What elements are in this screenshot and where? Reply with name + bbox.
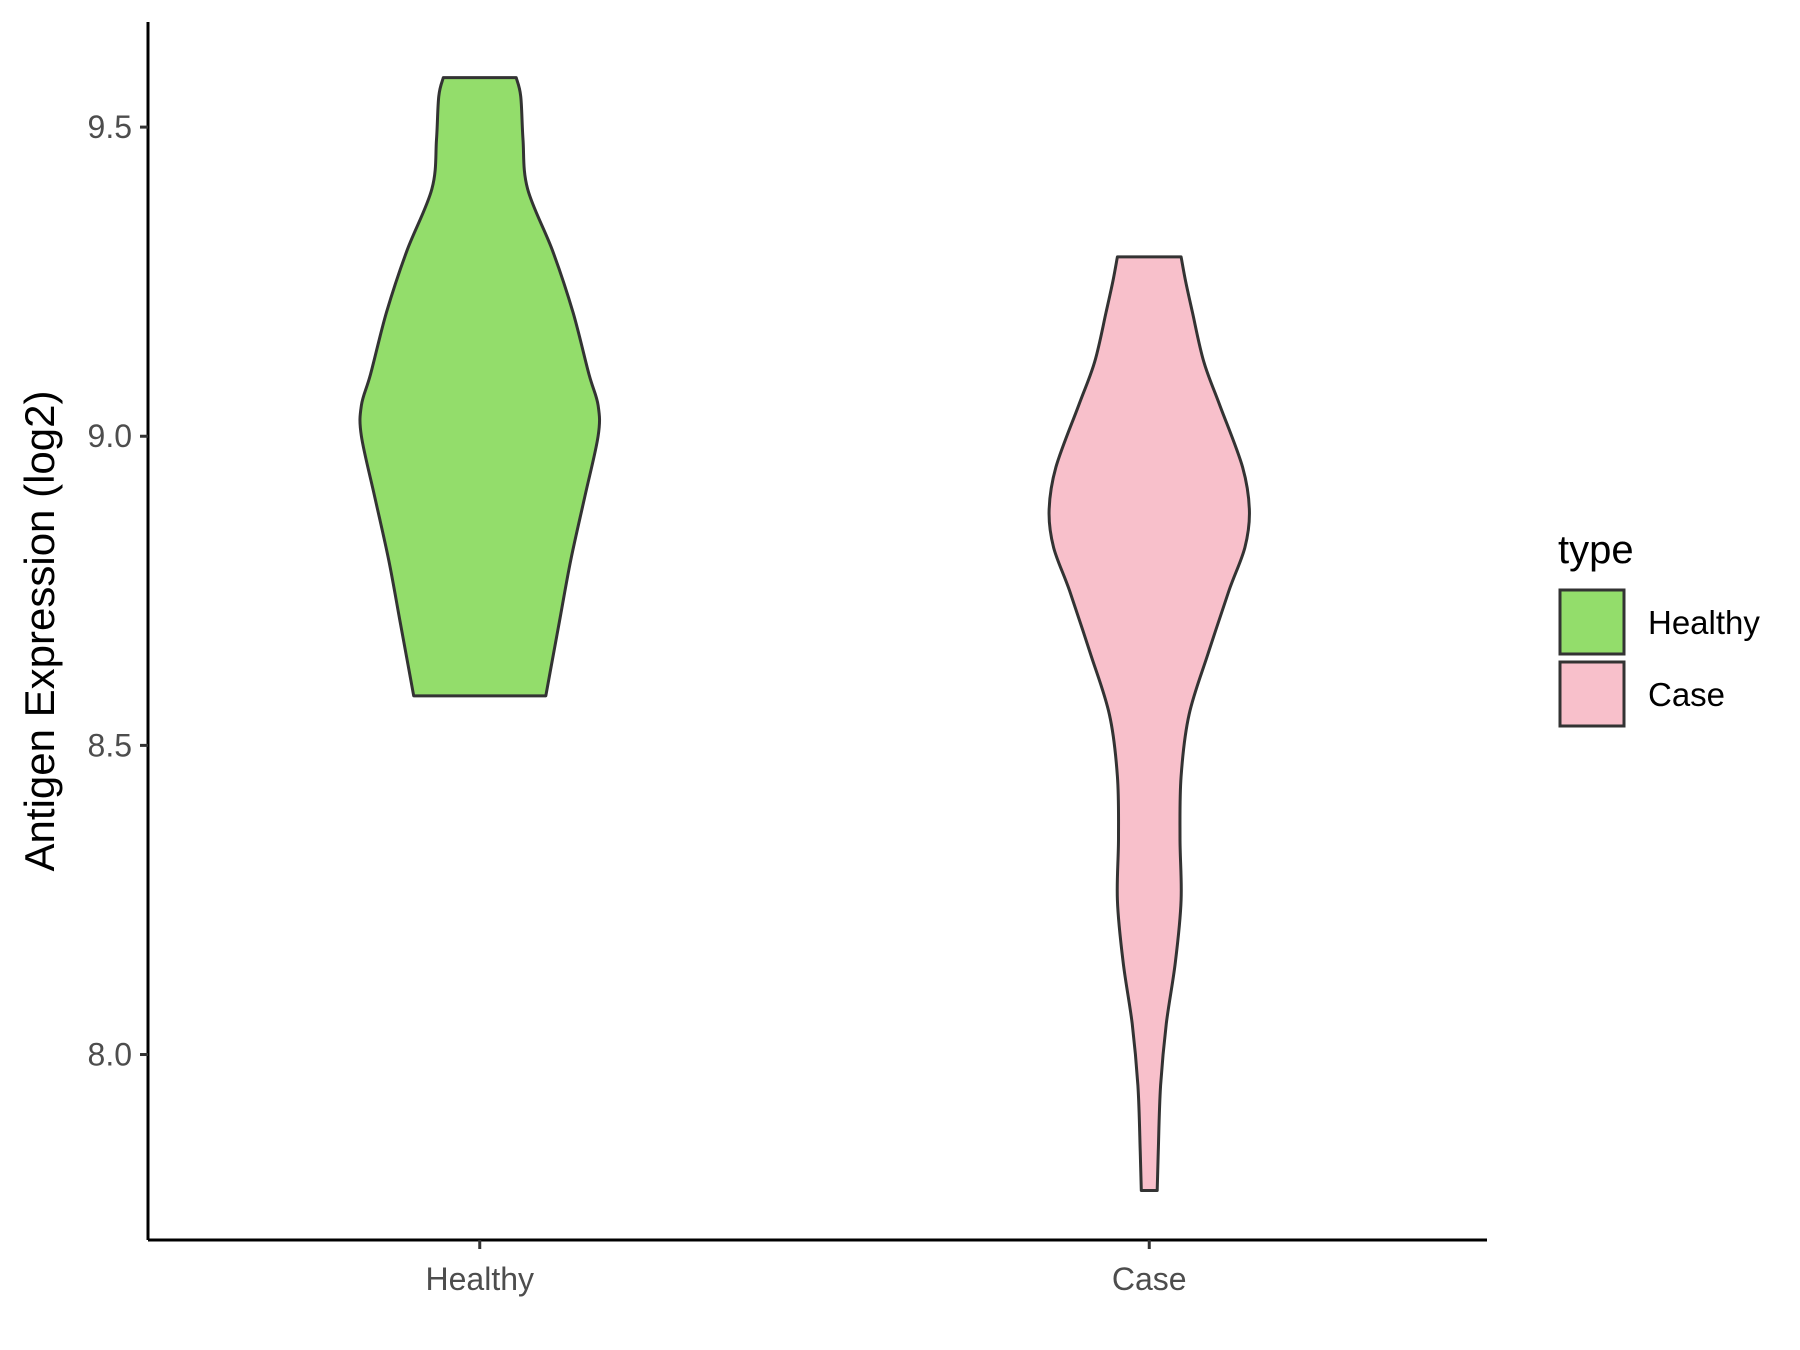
y-tick-label: 9.5: [88, 109, 132, 145]
y-tick-label: 9.0: [88, 418, 132, 454]
legend-label-case: Case: [1648, 676, 1725, 713]
violin-case: [1047, 255, 1251, 1192]
legend-label-healthy: Healthy: [1648, 604, 1760, 641]
legend-title: type: [1558, 528, 1634, 572]
legend-swatch-healthy: [1558, 588, 1626, 656]
violins-layer: [358, 76, 1251, 1192]
legend: type Healthy Case: [1558, 528, 1760, 728]
y-ticks: 8.0 8.5 9.0 9.5: [88, 109, 148, 1073]
legend-swatch-case: [1558, 660, 1626, 728]
x-tick-label-case: Case: [1112, 1261, 1187, 1297]
y-tick-label: 8.5: [88, 727, 132, 763]
x-tick-label-healthy: Healthy: [426, 1261, 535, 1297]
violin-healthy: [358, 76, 602, 698]
y-axis-title: Antigen Expression (log2): [16, 391, 63, 872]
y-tick-label: 8.0: [88, 1037, 132, 1073]
x-ticks: Healthy Case: [426, 1240, 1187, 1297]
